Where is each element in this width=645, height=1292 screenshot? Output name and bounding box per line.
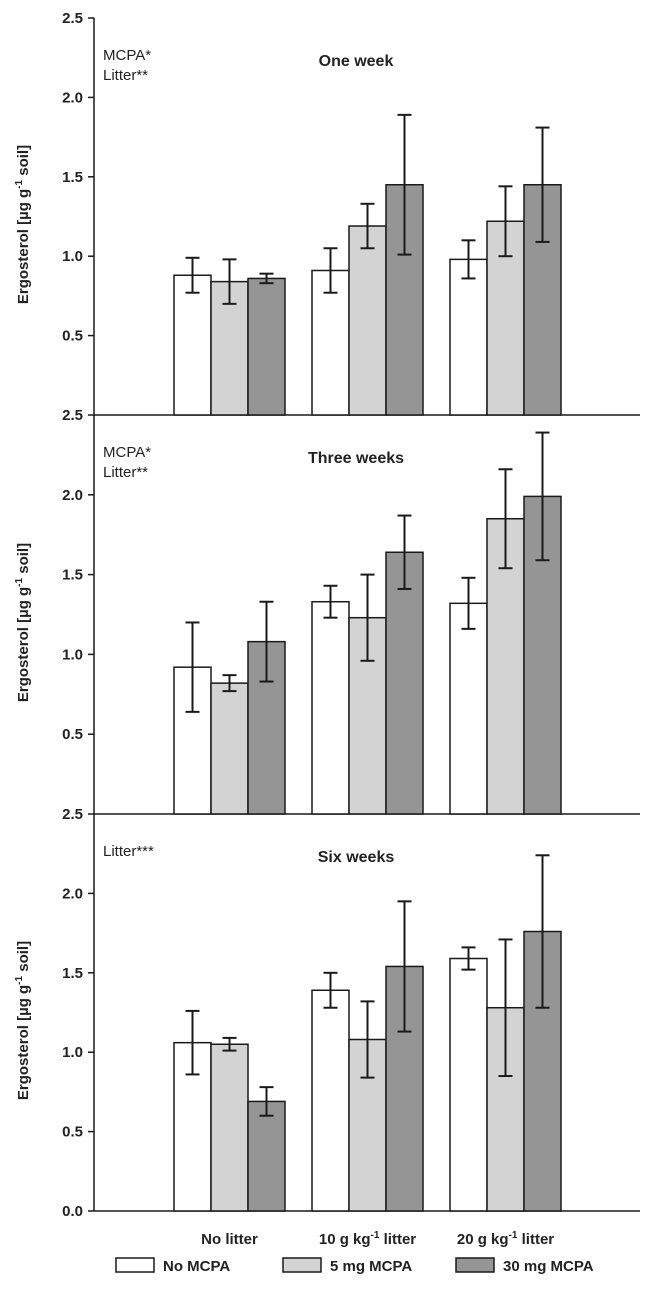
category-label-sup: -1: [371, 1230, 380, 1241]
category-label: 20 g kg-1 litter: [457, 1230, 554, 1248]
y-tick-label: 2.0: [62, 89, 83, 106]
bar: [449, 602, 488, 815]
legend-swatch: [455, 1257, 495, 1273]
legend-label: No MCPA: [163, 1258, 230, 1275]
y-tick-label: 2.0: [62, 885, 83, 902]
y-tick-label: 1.5: [62, 965, 83, 982]
bar: [247, 1100, 286, 1212]
panel-title: Three weeks: [308, 450, 404, 467]
y-tick-label: 1.5: [62, 567, 83, 584]
y-tick-label: 0.5: [62, 328, 83, 345]
chart-panel-2: 0.5 1.0 1.5 2.0 2.5 Ergosterol [µg g-1 soil] T…: [14, 407, 640, 815]
bar: [210, 1043, 249, 1212]
y-axis-title-end: soil]: [15, 145, 32, 180]
category-label-end: litter: [517, 1231, 554, 1248]
y-axis-title: Ergosterol [µg g-1 soil]: [14, 145, 32, 304]
y-tick-label: 1.5: [62, 169, 83, 186]
category-label-end: litter: [379, 1231, 416, 1248]
legend-label: 5 mg MCPA: [330, 1258, 412, 1275]
significance-note: MCPA*: [103, 47, 151, 64]
y-axis-title-main: Ergosterol [µg g: [15, 587, 32, 702]
bar: [449, 258, 488, 416]
bar: [173, 274, 212, 416]
y-axis-title-end: soil]: [15, 543, 32, 578]
y-tick-label: 0.5: [62, 1124, 83, 1141]
y-tick-label: 0.5: [62, 726, 83, 743]
significance-note: Litter**: [103, 67, 148, 84]
y-tick-label: 2.5: [62, 806, 83, 823]
category-label: 10 g kg-1 litter: [319, 1230, 416, 1248]
bar: [210, 682, 249, 815]
y-tick-label: 2.5: [62, 407, 83, 424]
y-axis-title: Ergosterol [µg g-1 soil]: [14, 543, 32, 702]
legend-item: No MCPA: [115, 1257, 230, 1275]
legend-item: 5 mg MCPA: [282, 1257, 412, 1275]
category-label-main: 10 g kg: [319, 1231, 371, 1248]
y-axis-title-sup: -1: [14, 577, 25, 586]
y-axis-title-main: Ergosterol [µg g: [15, 985, 32, 1100]
y-tick-label: 2.0: [62, 487, 83, 504]
y-tick-label: 1.0: [62, 1044, 83, 1061]
panel-title: One week: [319, 53, 394, 70]
bar: [385, 551, 424, 815]
y-axis-title-sup: -1: [14, 975, 25, 984]
y-axis-title: Ergosterol [µg g-1 soil]: [14, 941, 32, 1100]
chart-panel-1: 0.5 1.0 1.5 2.0 2.5 Ergosterol [µg g-1 soil] O…: [14, 10, 640, 416]
bar: [311, 600, 350, 815]
chart-panel-3: 0.0 0.5 1.0 1.5 2.0 2.5 Ergosterol [µg g-1 soi…: [14, 806, 640, 1220]
legend-item: 30 mg MCPA: [455, 1257, 594, 1275]
significance-note: MCPA*: [103, 444, 151, 461]
category-label-main: No litter: [201, 1231, 258, 1248]
legend-swatch: [282, 1257, 322, 1273]
category-label: No litter: [201, 1231, 258, 1248]
y-tick-label: 1.0: [62, 646, 83, 663]
y-tick-label: 1.0: [62, 248, 83, 265]
bar: [348, 225, 387, 416]
y-axis-title-end: soil]: [15, 941, 32, 976]
y-axis-title-main: Ergosterol [µg g: [15, 189, 32, 304]
legend-swatch: [115, 1257, 155, 1273]
bar: [247, 277, 286, 416]
significance-note: Litter**: [103, 464, 148, 481]
y-tick-label: 0.0: [62, 1203, 83, 1220]
category-label-sup: -1: [509, 1230, 518, 1241]
bar: [449, 957, 488, 1212]
significance-note: Litter***: [103, 843, 154, 860]
category-label-main: 20 g kg: [457, 1231, 509, 1248]
bar: [311, 989, 350, 1212]
y-tick-label: 2.5: [62, 10, 83, 27]
legend-label: 30 mg MCPA: [503, 1258, 594, 1275]
panel-title: Six weeks: [318, 849, 395, 866]
y-axis-title-sup: -1: [14, 179, 25, 188]
